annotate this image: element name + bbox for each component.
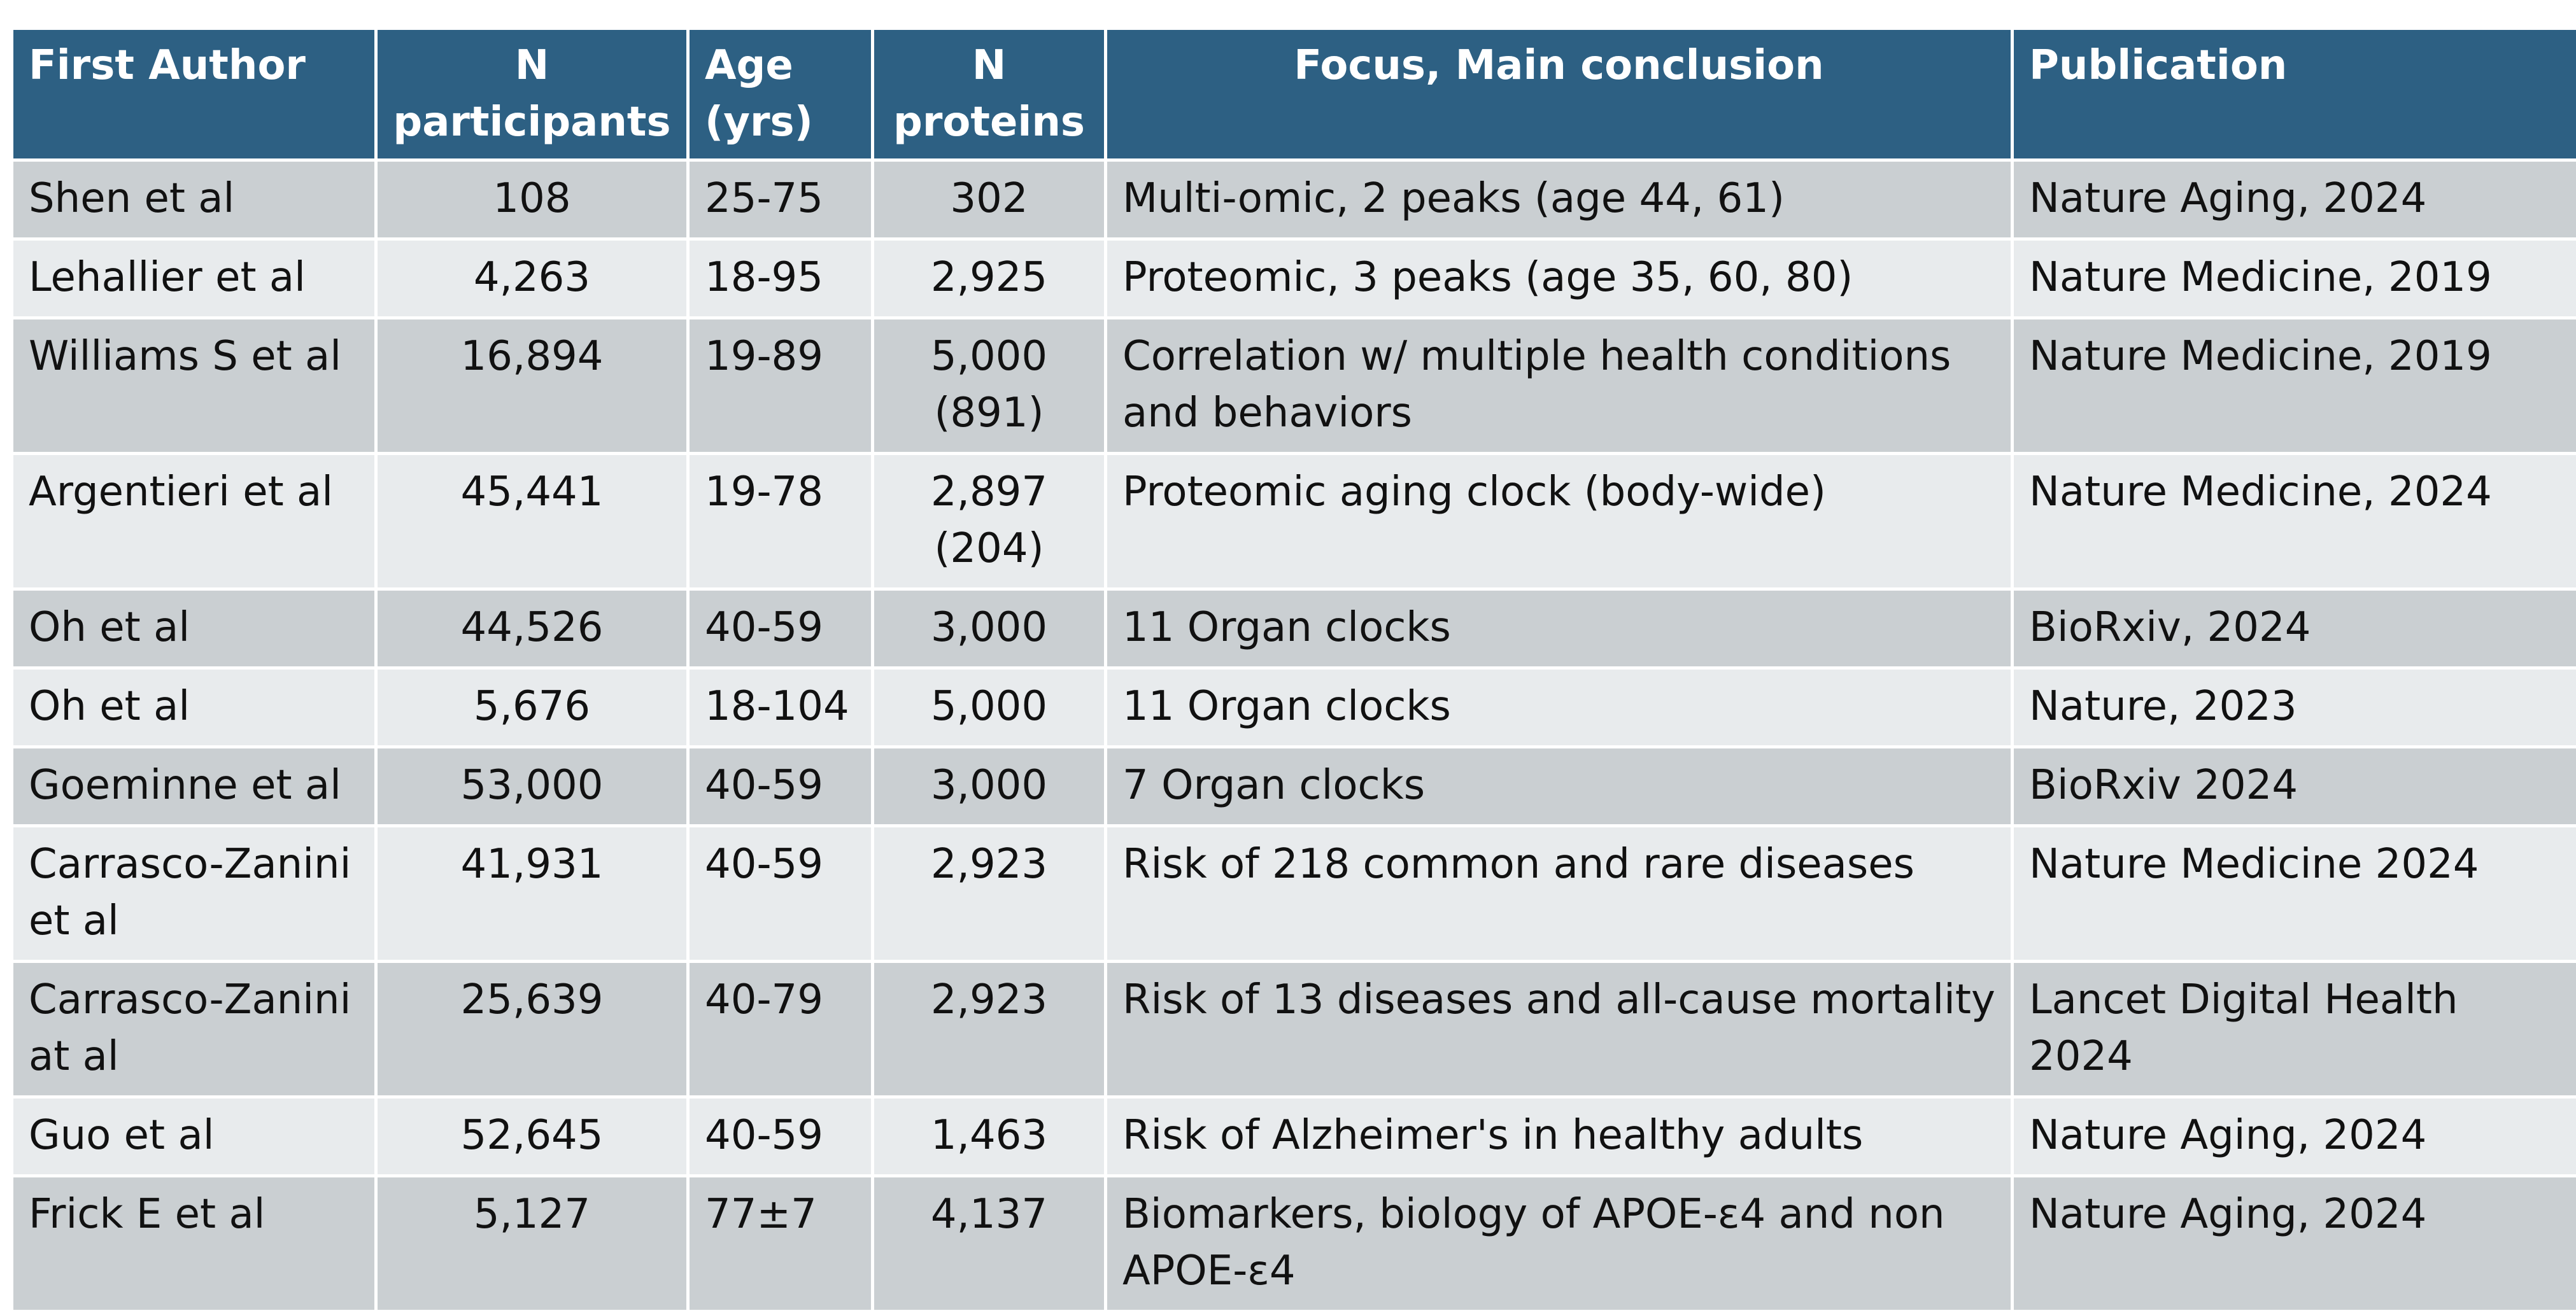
cell-focus: Proteomic aging clock (body-wide): [1106, 454, 2013, 589]
cell-n-proteins: 3,000: [873, 747, 1106, 826]
cell-focus: Multi-omic, 2 peaks (age 44, 61): [1106, 160, 2013, 239]
cell-author: Lehallier et al: [12, 239, 376, 318]
cell-author: Frick E et al: [12, 1176, 376, 1312]
table-row: Carrasco-Zanini et al 41,931 40-59 2,923…: [12, 826, 2576, 962]
cell-age: 40-59: [688, 747, 873, 826]
cell-age: 40-79: [688, 962, 873, 1097]
cell-author: Shen et al: [12, 160, 376, 239]
cell-n-proteins: 2,897 (204): [873, 454, 1106, 589]
cell-publication: BioRxiv 2024: [2013, 747, 2576, 826]
cell-author: Carrasco-Zanini et al: [12, 826, 376, 962]
cell-age: 18-104: [688, 668, 873, 747]
cell-n-participants: 5,127: [376, 1176, 688, 1312]
cell-n-proteins: 302: [873, 160, 1106, 239]
table-row: Oh et al 5,676 18-104 5,000 11 Organ clo…: [12, 668, 2576, 747]
cell-age: 40-59: [688, 589, 873, 668]
cell-publication: Nature Aging, 2024: [2013, 1097, 2576, 1176]
cell-age: 77±7: [688, 1176, 873, 1312]
cell-age: 18-95: [688, 239, 873, 318]
table-row: Guo et al 52,645 40-59 1,463 Risk of Alz…: [12, 1097, 2576, 1176]
cell-author: Oh et al: [12, 589, 376, 668]
cell-publication: Nature Medicine, 2024: [2013, 454, 2576, 589]
cell-age: 19-89: [688, 318, 873, 454]
cell-author: Argentieri et al: [12, 454, 376, 589]
cell-author: Carrasco-Zanini at al: [12, 962, 376, 1097]
cell-author: Goeminne et al: [12, 747, 376, 826]
cell-n-participants: 5,676: [376, 668, 688, 747]
header-first-author: First Author: [12, 29, 376, 160]
header-n-participants: N participants: [376, 29, 688, 160]
cell-author: Guo et al: [12, 1097, 376, 1176]
header-age: Age (yrs): [688, 29, 873, 160]
studies-table: First Author N participants Age (yrs) N …: [10, 27, 2576, 1313]
cell-n-participants: 4,263: [376, 239, 688, 318]
cell-n-participants: 41,931: [376, 826, 688, 962]
table-row: Oh et al 44,526 40-59 3,000 11 Organ clo…: [12, 589, 2576, 668]
cell-publication: Lancet Digital Health 2024: [2013, 962, 2576, 1097]
cell-author: Williams S et al: [12, 318, 376, 454]
table-row: Williams S et al 16,894 19-89 5,000 (891…: [12, 318, 2576, 454]
header-publication: Publication: [2013, 29, 2576, 160]
cell-n-proteins: 2,925: [873, 239, 1106, 318]
cell-n-participants: 16,894: [376, 318, 688, 454]
cell-n-proteins: 5,000: [873, 668, 1106, 747]
cell-publication: Nature Aging, 2024: [2013, 160, 2576, 239]
cell-focus: 11 Organ clocks: [1106, 668, 2013, 747]
cell-publication: Nature, 2023: [2013, 668, 2576, 747]
cell-n-proteins: 2,923: [873, 962, 1106, 1097]
cell-age: 40-59: [688, 826, 873, 962]
header-row: First Author N participants Age (yrs) N …: [12, 29, 2576, 160]
cell-focus: Proteomic, 3 peaks (age 35, 60, 80): [1106, 239, 2013, 318]
cell-age: 40-59: [688, 1097, 873, 1176]
cell-focus: Correlation w/ multiple health condition…: [1106, 318, 2013, 454]
table-row: Goeminne et al 53,000 40-59 3,000 7 Orga…: [12, 747, 2576, 826]
table-body: Shen et al 108 25-75 302 Multi-omic, 2 p…: [12, 160, 2576, 1312]
cell-publication: BioRxiv, 2024: [2013, 589, 2576, 668]
cell-n-participants: 108: [376, 160, 688, 239]
table-header: First Author N participants Age (yrs) N …: [12, 29, 2576, 160]
cell-n-participants: 25,639: [376, 962, 688, 1097]
cell-publication: Nature Medicine, 2019: [2013, 239, 2576, 318]
cell-n-participants: 44,526: [376, 589, 688, 668]
cell-publication: Nature Aging, 2024: [2013, 1176, 2576, 1312]
cell-publication: Nature Medicine, 2019: [2013, 318, 2576, 454]
header-focus: Focus, Main conclusion: [1106, 29, 2013, 160]
cell-n-proteins: 1,463: [873, 1097, 1106, 1176]
table-row: Shen et al 108 25-75 302 Multi-omic, 2 p…: [12, 160, 2576, 239]
cell-age: 25-75: [688, 160, 873, 239]
cell-n-proteins: 2,923: [873, 826, 1106, 962]
cell-focus: Biomarkers, biology of APOE-ε4 and non A…: [1106, 1176, 2013, 1312]
cell-age: 19-78: [688, 454, 873, 589]
cell-focus: Risk of 218 common and rare diseases: [1106, 826, 2013, 962]
table-row: Frick E et al 5,127 77±7 4,137 Biomarker…: [12, 1176, 2576, 1312]
cell-publication: Nature Medicine 2024: [2013, 826, 2576, 962]
cell-n-proteins: 4,137: [873, 1176, 1106, 1312]
cell-author: Oh et al: [12, 668, 376, 747]
table-row: Lehallier et al 4,263 18-95 2,925 Proteo…: [12, 239, 2576, 318]
cell-n-participants: 52,645: [376, 1097, 688, 1176]
cell-focus: 7 Organ clocks: [1106, 747, 2013, 826]
cell-focus: Risk of 13 diseases and all-cause mortal…: [1106, 962, 2013, 1097]
cell-focus: Risk of Alzheimer's in healthy adults: [1106, 1097, 2013, 1176]
cell-n-proteins: 3,000: [873, 589, 1106, 668]
cell-n-participants: 45,441: [376, 454, 688, 589]
header-n-proteins: N proteins: [873, 29, 1106, 160]
cell-n-proteins: 5,000 (891): [873, 318, 1106, 454]
studies-table-container: First Author N participants Age (yrs) N …: [10, 27, 2576, 1313]
table-row: Argentieri et al 45,441 19-78 2,897 (204…: [12, 454, 2576, 589]
cell-n-participants: 53,000: [376, 747, 688, 826]
cell-focus: 11 Organ clocks: [1106, 589, 2013, 668]
table-row: Carrasco-Zanini at al 25,639 40-79 2,923…: [12, 962, 2576, 1097]
